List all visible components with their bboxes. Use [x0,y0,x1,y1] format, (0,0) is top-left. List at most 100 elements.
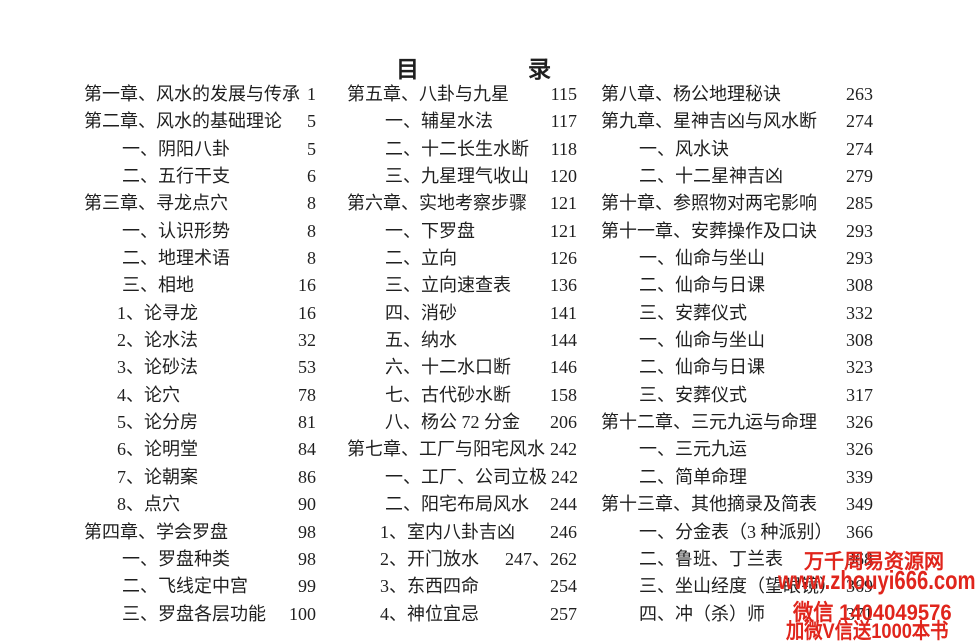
toc-entry: 一、认识形势 8 [84,218,316,245]
toc-entry-page: 120 [550,166,577,187]
toc-entry-page: 121 [550,193,577,214]
toc-entry-label: 一、分金表（3 种派别） [639,521,833,542]
toc-entry-label: 4、论穴 [117,384,180,405]
toc-entry: 一、阴阳八卦 5 [84,136,316,163]
toc-entry-label: 二、地理术语 [122,248,230,269]
toc-entry: 二、地理术语 8 [84,245,316,272]
toc-entry: 2、论水法 32 [84,327,316,354]
toc-entry: 二、仙命与日课 308 [601,272,873,299]
toc-entry-label: 第六章、实地考察步骤 [347,193,527,214]
toc-entry-label: 一、仙命与坐山 [639,248,765,269]
toc-column-middle: 第五章、八卦与九星 115 一、辅星水法 117 二、十二长生水断 118 三、九星理气收山… [347,81,578,628]
watermark-site-name: 万千周易资源网 [804,551,944,573]
toc-entry-label: 第十一章、安葬操作及口诀 [601,220,817,241]
toc-entry-label: 1、论寻龙 [117,302,198,323]
toc-entry-label: 二、简单命理 [639,466,747,487]
toc-entry-page: 6 [307,166,316,187]
toc-entry-page: 366 [846,521,873,542]
toc-entry-label: 二、五行干支 [122,166,230,187]
toc-entry-label: 二、鲁班、丁兰表 [639,548,783,569]
toc-entry-label: 第十三章、其他摘录及简表 [601,494,817,515]
toc-entry-page: 86 [298,466,316,487]
toc-entry-page: 369 [846,576,873,597]
toc-entry-label: 二、阳宅布局风水 [385,494,529,515]
page-title: 目 录 [0,50,962,82]
toc-entry-page: 254 [550,576,577,597]
toc-entry: 2、开门放水 247、262 [347,546,577,573]
toc-entry: 二、五行干支 6 [84,163,316,190]
toc-entry-label: 第五章、八卦与九星 [347,84,509,104]
toc-entry: 一、仙命与坐山 308 [601,327,873,354]
toc-entry: 三、安葬仪式 317 [601,382,873,409]
toc-entry-label: 4、神位宜忌 [380,603,479,624]
toc-entry-page: 81 [298,412,316,433]
toc-entry-label: 二、立向 [385,248,457,269]
toc-entry-page: 5 [307,111,316,132]
watermark-promo: 加微V信送1000本书 [786,620,949,642]
toc-entry-page: 98 [298,548,316,569]
toc-entry-label: 三、罗盘各层功能 [122,603,266,624]
toc-entry: 7、论朝案 86 [84,464,316,491]
toc-entry: 一、罗盘种类 98 [84,546,316,573]
toc-entry-page: 285 [846,193,873,214]
toc-entry-page: 16 [298,275,316,296]
toc-entry: 二、鲁班、丁兰表 368 [601,546,873,573]
toc-entry: 四、冲（杀）师 371 [601,601,873,628]
toc-entry: 二、阳宅布局风水 244 [347,491,577,518]
toc-entry-label: 5、论分房 [117,412,198,433]
toc-entry-label: 第三章、寻龙点穴 [84,193,228,214]
toc-entry-page: 244 [550,494,577,515]
toc-entry-page: 84 [298,439,316,460]
toc-entry: 4、论穴 78 [84,382,316,409]
toc-entry: 第八章、杨公地理秘诀 263 [601,81,873,108]
toc-entry-page: 78 [298,384,316,405]
toc-entry: 3、东西四命 254 [347,573,577,600]
toc-column-right: 第八章、杨公地理秘诀 263 第九章、星神吉凶与风水断 274 一、风水诀 274 二、十二… [601,81,873,628]
toc-entry-page: 32 [298,330,316,351]
toc-entry-label: 2、开门放水 [380,548,479,569]
toc-entry-page: 98 [298,521,316,542]
toc-entry-label: 一、仙命与坐山 [639,330,765,351]
toc-entry-page: 263 [846,84,873,104]
toc-entry-label: 三、安葬仪式 [639,384,747,405]
toc-entry-page: 308 [846,330,873,351]
toc-entry: 二、简单命理 339 [601,464,873,491]
toc-entry: 一、分金表（3 种派别） 366 [601,519,873,546]
toc-entry-page: 99 [298,576,316,597]
toc-entry-page: 247、262 [505,548,577,569]
toc-entry-label: 三、立向速查表 [385,275,511,296]
toc-entry-label: 3、东西四命 [380,576,479,597]
toc-entry-page: 257 [550,603,577,624]
toc-entry-page: 349 [846,494,873,515]
toc-entry: 8、点穴 90 [84,491,316,518]
toc-entry-page: 242 [551,466,578,487]
toc-entry-page: 371 [846,603,873,624]
toc-entry-label: 一、认识形势 [122,220,230,241]
toc-entry-label: 第七章、工厂与阳宅风水 [347,439,545,460]
toc-entry-label: 第十章、参照物对两宅影响 [601,193,817,214]
watermark-url: www.zhouyi666.com [778,565,976,595]
toc-entry-label: 7、论朝案 [117,466,198,487]
toc-entry: 第三章、寻龙点穴 8 [84,190,316,217]
toc-column-left: 第一章、风水的发展与传承 1 第二章、风水的基础理论 5 一、阴阳八卦 5 二、五行干支 6 第… [84,81,316,628]
toc-entry-page: 126 [550,248,577,269]
toc-entry-label: 第九章、星神吉凶与风水断 [601,111,817,132]
toc-entry-label: 8、点穴 [117,494,180,515]
toc-entry: 二、仙命与日课 323 [601,354,873,381]
toc-entry: 七、古代砂水断 158 [347,382,577,409]
toc-entry-label: 第十二章、三元九运与命理 [601,412,817,433]
toc-entry: 一、三元九运 326 [601,436,873,463]
toc-entry: 三、九星理气收山 120 [347,163,577,190]
toc-entry-page: 146 [550,357,577,378]
toc-entry-label: 一、下罗盘 [385,220,475,241]
toc-entry: 一、仙命与坐山 293 [601,245,873,272]
toc-entry: 5、论分房 81 [84,409,316,436]
toc-entry: 一、下罗盘 121 [347,218,577,245]
toc-entry-page: 332 [846,302,873,323]
toc-entry-page: 242 [550,439,577,460]
toc-entry-page: 141 [550,302,577,323]
toc-entry: 第十三章、其他摘录及简表 349 [601,491,873,518]
toc-entry-page: 144 [550,330,577,351]
toc-entry: 4、神位宜忌 257 [347,601,577,628]
